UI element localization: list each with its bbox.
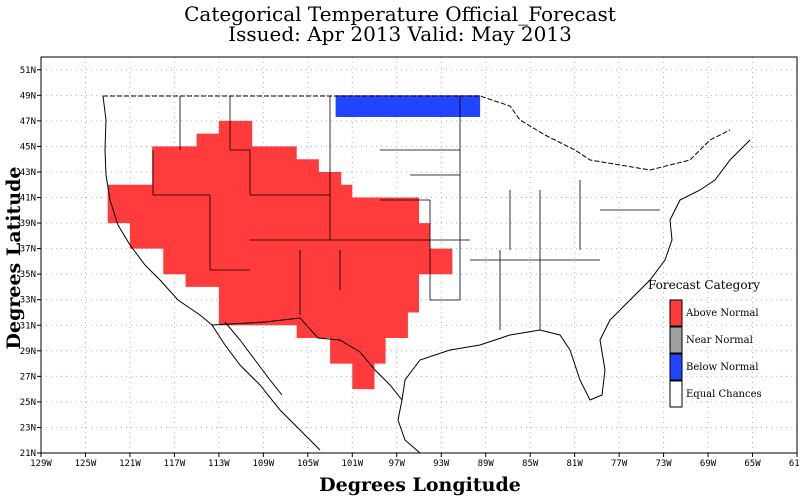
x-tick-label: 89W [478,459,495,469]
chart-subtitle: Issued: Apr 2013 Valid: May 2013 [228,22,572,46]
y-tick-label: 31N [20,321,36,331]
x-axis-label: Degrees Longitude [319,474,521,496]
legend-label: Near Normal [686,335,753,346]
x-tick-label: 109W [253,459,275,469]
y-tick-label: 39N [20,219,36,229]
legend-label: Equal Chances [686,389,762,400]
y-tick-label: 49N [20,91,36,101]
x-tick-label: 113W [208,459,230,469]
mexico-east-coast [397,399,421,454]
legend-swatch [669,380,683,408]
legend: Forecast Category Above Normal Near Norma… [648,278,762,408]
legend-title: Forecast Category [648,278,760,292]
forecast-region-below-normal [335,95,481,117]
y-tick-label: 29N [20,347,36,357]
x-tick-label: 117W [164,459,186,469]
y-tick-label: 27N [20,372,36,382]
y-tick-label: 21N [20,449,36,459]
x-tick-label: 61W [789,459,800,469]
base-map-lines [102,95,751,454]
x-tick-label: 77W [611,459,628,469]
x-tick-label: 101W [341,459,363,469]
y-tick-label: 37N [20,245,36,255]
west-coast [102,95,213,326]
x-tick-label: 129W [30,459,52,469]
state-borders [152,96,660,330]
y-tick-label: 33N [20,296,36,306]
chart-title: Categorical Temperature Official_Forecas… [184,2,616,26]
y-axis-label: Degrees Latitude [3,166,25,350]
y-tick-label: 23N [20,423,36,433]
plot-frame [40,56,798,454]
x-tick-label: 73W [655,459,672,469]
us-canada-border [103,95,731,171]
legend-swatch [669,299,683,327]
y-tick-label: 43N [20,168,36,178]
gulf-of-california [224,321,283,396]
x-axis-ticks: 129W 125W 121W 117W 113W 109W 105W 101W 97W 93W 89… [30,453,800,469]
us-mexico-border [211,317,403,401]
x-tick-label: 97W [389,459,406,469]
x-tick-label: 125W [75,459,97,469]
east-coast [629,139,751,301]
y-tick-label: 35N [20,270,36,280]
legend-swatch [669,326,683,354]
x-tick-label: 81W [567,459,584,469]
y-tick-label: 41N [20,194,36,204]
x-tick-label: 85W [522,459,539,469]
x-tick-label: 65W [744,459,761,469]
x-tick-label: 93W [433,459,450,469]
x-tick-label: 121W [119,459,141,469]
y-tick-label: 45N [20,142,36,152]
y-tick-label: 25N [20,398,36,408]
legend-swatch [669,353,683,381]
forecast-regions [107,95,481,390]
gulf-coast [401,299,631,401]
legend-label: Above Normal [685,308,759,319]
y-tick-label: 51N [20,66,36,76]
x-tick-label: 105W [297,459,319,469]
y-axis-ticks: 21N 23N 25N 27N 29N 31N 33N 35N 37N 39N 41N 43N 45N 4… [20,66,41,459]
x-tick-label: 69W [700,459,717,469]
legend-label: Below Normal [686,362,758,373]
forecast-region-above-normal [107,120,453,390]
y-tick-label: 47N [20,117,36,127]
mexico-coast [211,324,321,451]
